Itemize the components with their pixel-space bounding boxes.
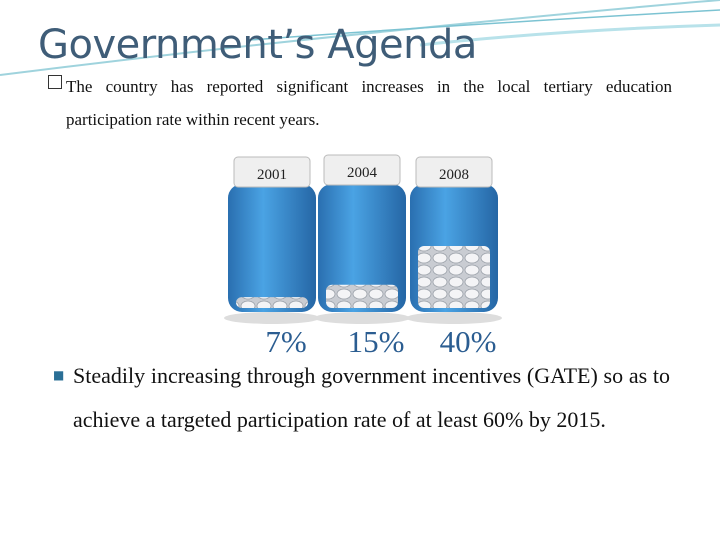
- value-label: 40%: [440, 324, 497, 359]
- value-label: 7%: [265, 324, 306, 359]
- bullet-marker: ■: [53, 368, 65, 382]
- pill-fill: [418, 246, 490, 308]
- year-label: 2004: [347, 165, 378, 181]
- jar: [318, 184, 406, 312]
- title: Government’s Agenda: [38, 22, 477, 68]
- bullet-text: Steadily increasing through government i…: [73, 363, 670, 432]
- jar-shadow: [406, 312, 502, 324]
- jar-lid: [415, 156, 493, 188]
- pill-fill: [326, 284, 398, 308]
- pill-fill: [236, 297, 308, 308]
- jar-shadow: [224, 312, 320, 324]
- jar-shadow: [314, 312, 410, 324]
- jar: [228, 184, 316, 312]
- bullet-marker: [48, 75, 62, 89]
- bullet-text: The country has reported significant inc…: [66, 77, 672, 129]
- year-label: 2001: [257, 167, 287, 183]
- year-label: 2008: [439, 167, 469, 183]
- value-label: 15%: [348, 324, 405, 359]
- jar-lid: [323, 154, 401, 186]
- jar-lid: [233, 156, 311, 188]
